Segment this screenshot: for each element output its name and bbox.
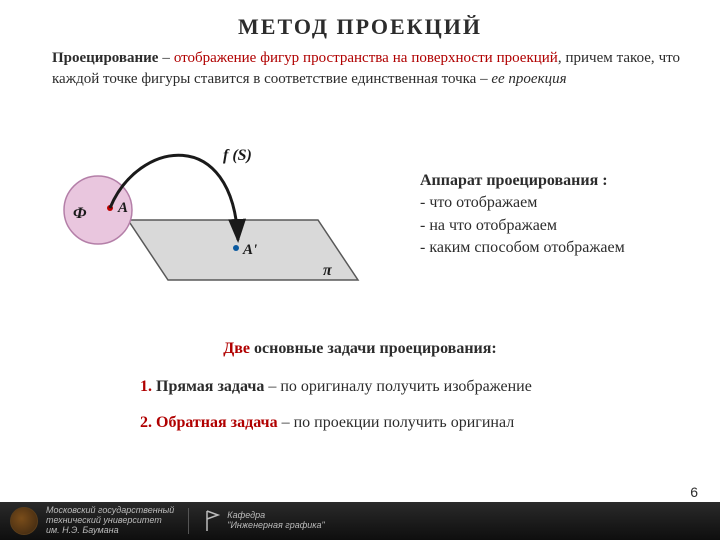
- intro-emph: ее проекция: [491, 71, 566, 87]
- plane-label: π: [323, 262, 333, 279]
- university-crest-icon: [10, 507, 38, 535]
- apparatus-item-3: - каким способом отображаем: [420, 237, 700, 259]
- point-aprime-dot: [233, 245, 239, 251]
- page-number: 6: [690, 484, 698, 500]
- task-1-num: 1.: [140, 378, 156, 395]
- intro-term: Проецирование: [52, 50, 158, 66]
- footer-separator: [188, 508, 189, 534]
- apparatus-item-2: - на что отображаем: [420, 215, 700, 237]
- apparatus-heading: Аппарат проецирования :: [420, 170, 700, 192]
- intro-highlight: отображение фигур пространства на поверх…: [174, 50, 558, 66]
- apparatus-block: Аппарат проецирования : - что отображаем…: [420, 170, 700, 260]
- task-1-rest: – по оригиналу получить изображение: [264, 378, 531, 395]
- slide-title: МЕТОД ПРОЕКЦИЙ: [0, 14, 720, 40]
- tasks-heading: Две основные задачи проецирования:: [0, 340, 720, 358]
- footer-bar: Московский государственный технический у…: [0, 502, 720, 540]
- task-1: 1. Прямая задача – по оригиналу получить…: [140, 378, 660, 396]
- point-aprime-label: A': [242, 242, 257, 258]
- task-2: 2. Обратная задача – по проекции получит…: [140, 414, 660, 432]
- tasks-heading-red: Две: [223, 340, 250, 357]
- university-name: Московский государственный технический у…: [46, 506, 174, 536]
- task-2-bold: Обратная задача: [156, 414, 278, 431]
- phi-label: Ф: [73, 205, 87, 222]
- department-icon: [203, 509, 221, 533]
- point-a-label: A: [117, 200, 128, 216]
- projection-diagram: Ф A A' f (S) π: [48, 130, 388, 300]
- task-2-rest: – по проекции получить оригинал: [278, 414, 515, 431]
- apparatus-item-1: - что отображаем: [420, 192, 700, 214]
- task-2-num: 2.: [140, 414, 156, 431]
- department-name: Кафедра "Инженерная графика": [227, 511, 324, 531]
- task-1-bold: Прямая задача: [156, 378, 264, 395]
- slide: МЕТОД ПРОЕКЦИЙ Проецирование – отображен…: [0, 0, 720, 540]
- func-label: f (S): [223, 147, 252, 164]
- intro-paragraph: Проецирование – отображение фигур простр…: [52, 48, 680, 90]
